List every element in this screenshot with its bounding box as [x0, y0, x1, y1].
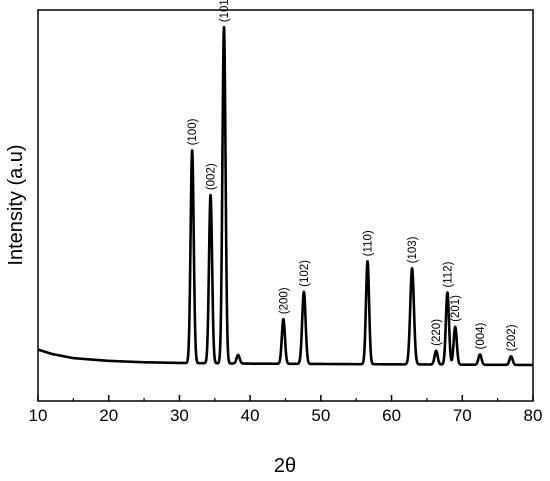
- x-tick-label: 40: [241, 406, 260, 425]
- x-tick-label: 20: [99, 406, 118, 425]
- peak-label: (102): [299, 260, 311, 287]
- x-axis-ticks: 10 20 30 40 50 60 70 80: [29, 395, 543, 425]
- x-tick-label: 50: [311, 406, 330, 425]
- xrd-spectrum-line: [36, 25, 535, 367]
- x-tick-label: 10: [29, 406, 48, 425]
- peak-label: (110): [363, 230, 375, 256]
- x-axis-title: 2θ: [274, 455, 296, 477]
- peak-label: (220): [431, 319, 443, 346]
- peak-label: (200): [278, 287, 290, 314]
- peak-labels: (100) (002) (101) (200) (102) (110) (103) (220)…: [187, 0, 518, 351]
- peak-label: (002): [206, 163, 218, 190]
- peak-label: (100): [187, 118, 199, 145]
- peak-label: (201): [450, 295, 462, 322]
- peak-label: (202): [506, 324, 518, 351]
- peak-label: (004): [475, 322, 487, 349]
- peak-label: (101): [219, 0, 231, 22]
- x-tick-label: 30: [170, 406, 189, 425]
- x-tick-label: 70: [453, 406, 472, 425]
- x-tick-label: 80: [524, 406, 543, 425]
- y-axis-title: Intensity (a.u): [5, 144, 27, 265]
- peak-label: (112): [442, 261, 454, 287]
- peak-label: (103): [407, 236, 419, 263]
- x-tick-label: 60: [382, 406, 401, 425]
